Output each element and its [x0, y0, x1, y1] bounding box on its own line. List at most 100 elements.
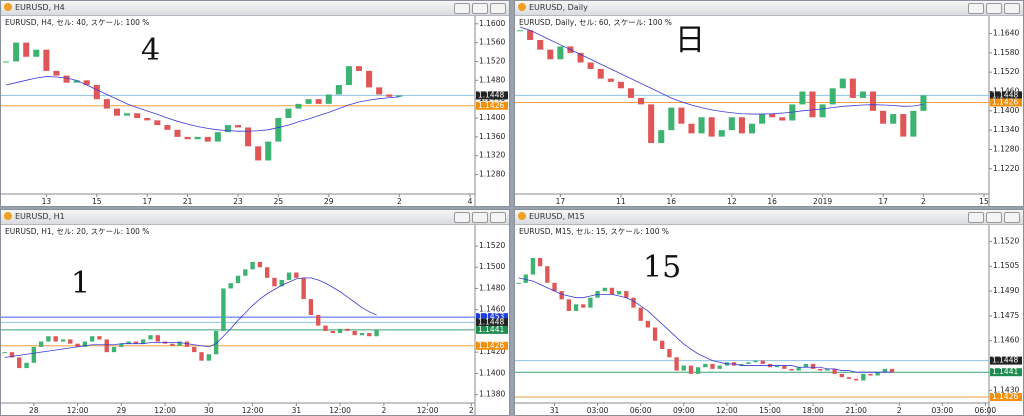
candle — [144, 118, 151, 121]
candle — [154, 120, 161, 126]
annotation: 4 — [141, 33, 160, 68]
y-tick-label: 1.1280 — [479, 170, 505, 179]
candle — [33, 49, 40, 57]
candle — [184, 341, 190, 347]
y-tick-label: 1.1520 — [993, 236, 1019, 245]
y-tick-label: 1.1475 — [993, 311, 1019, 320]
candle — [708, 117, 715, 137]
y-tick-label: 1.1430 — [993, 385, 1019, 394]
title-bar: EURUSD, H4 — [1, 1, 509, 16]
candle — [97, 336, 102, 340]
candle — [832, 368, 837, 374]
window-buttons[interactable] — [966, 212, 1020, 228]
chart: EURUSD, Daily, セル: 60, スケール: 100 % 1.1640… — [515, 16, 1022, 206]
x-tick-label: 17 — [878, 197, 888, 206]
x-tick-label: 29 — [117, 406, 127, 415]
y-tick-label: 1.1500 — [479, 262, 505, 271]
candle — [627, 88, 635, 98]
x-tick-label: 2 — [397, 197, 402, 206]
candle — [660, 340, 665, 350]
candle — [818, 368, 823, 371]
candle — [257, 261, 263, 268]
candle — [272, 277, 277, 287]
annotation: 日 — [675, 23, 705, 58]
candle — [577, 52, 584, 63]
y-tick-label: 1.1480 — [479, 75, 505, 84]
candle — [355, 66, 363, 71]
candle — [868, 373, 873, 376]
candle — [73, 80, 80, 83]
candle — [243, 269, 248, 276]
candle — [38, 341, 44, 347]
candle — [557, 46, 564, 60]
candle — [658, 130, 665, 144]
window-title: EURUSD, Daily — [529, 3, 588, 12]
chart: EURUSD, M15, セル: 15, スケール: 100 % 1.1520 1.… — [515, 225, 1022, 415]
candle — [759, 114, 766, 124]
y-tick-label: 1.1460 — [479, 305, 505, 314]
candle — [60, 339, 66, 342]
candle — [89, 336, 95, 342]
candle — [24, 362, 29, 369]
x-tick-label: 31 — [550, 406, 560, 415]
candle — [43, 49, 50, 71]
x-tick-label: 2 — [897, 406, 902, 415]
window-buttons[interactable] — [452, 212, 506, 228]
candle — [2, 352, 7, 354]
chart-info: EURUSD, H1, セル: 20, スケール: 100 % — [5, 227, 149, 236]
candle — [376, 87, 383, 95]
candle — [75, 343, 80, 347]
candle — [674, 357, 679, 371]
price-label-box — [476, 101, 508, 110]
x-tick-label: 25 — [274, 197, 284, 206]
candle — [295, 103, 302, 109]
candle — [809, 91, 816, 118]
candle — [46, 336, 51, 342]
candle — [366, 70, 373, 88]
x-tick-label: 16 — [667, 197, 677, 206]
candle — [537, 39, 544, 50]
candle — [588, 297, 593, 308]
candle — [325, 94, 332, 104]
candle — [869, 91, 877, 111]
candle — [192, 346, 197, 353]
candle — [82, 341, 88, 347]
price-label: 1.1426 — [992, 97, 1018, 106]
price-label-box — [476, 91, 508, 100]
y-tick-label: 1.1600 — [479, 19, 505, 28]
window-buttons[interactable] — [966, 3, 1020, 19]
window-buttons[interactable] — [452, 3, 506, 19]
candle — [880, 110, 887, 124]
candle — [602, 287, 607, 292]
candle — [547, 49, 554, 60]
price-label: 1.1441 — [992, 367, 1018, 376]
candle — [126, 341, 131, 344]
candle — [631, 297, 636, 308]
candle — [875, 372, 880, 376]
chart-info: EURUSD, M15, セル: 15, スケール: 100 % — [519, 227, 669, 236]
candle — [234, 125, 242, 128]
candle — [789, 368, 794, 371]
x-tick-label: 03:00 — [932, 406, 954, 415]
candle — [796, 367, 801, 371]
candle — [810, 363, 816, 369]
candle — [638, 307, 643, 321]
candle — [517, 30, 524, 32]
candle — [624, 291, 629, 298]
candle — [849, 78, 856, 98]
candle — [839, 373, 844, 378]
candle — [264, 267, 270, 278]
candle — [221, 288, 226, 331]
annotation: 15 — [643, 250, 681, 285]
candle — [374, 329, 379, 337]
y-tick-label: 1.1520 — [993, 67, 1019, 76]
candle — [345, 328, 350, 331]
candle — [782, 365, 787, 369]
candle — [316, 315, 321, 326]
candle — [113, 108, 121, 116]
price-label: 1.1448 — [992, 356, 1018, 365]
chart-window: EURUSD, M15 EURUSD, M15, セル: 15, スケール: 1… — [514, 209, 1024, 416]
price-label: 1.1448 — [478, 317, 504, 326]
candle — [774, 365, 780, 368]
candle — [294, 272, 299, 278]
